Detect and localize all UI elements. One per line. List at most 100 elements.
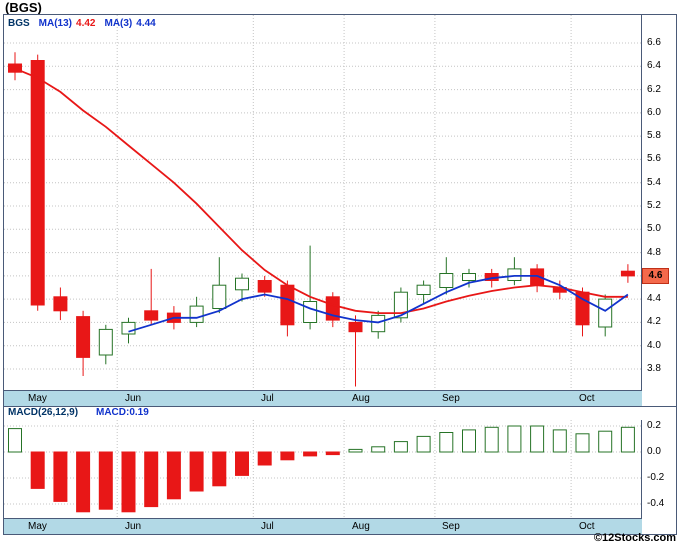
macd-tick: 0.2 xyxy=(647,420,661,431)
macd-bar xyxy=(235,451,249,476)
macd-bar xyxy=(30,451,45,489)
candle xyxy=(303,301,318,323)
macd-bar xyxy=(530,425,545,453)
price-tick: 4.0 xyxy=(647,340,661,351)
macd-bar xyxy=(393,441,408,453)
ma3-line xyxy=(128,275,629,333)
price-tick: 3.8 xyxy=(647,363,661,374)
macd-bar xyxy=(439,432,454,453)
candle xyxy=(439,273,454,288)
macd-tick: -0.2 xyxy=(647,472,665,483)
macd-bar xyxy=(280,451,295,461)
macd-bar xyxy=(416,435,431,453)
macd-tick: -0.4 xyxy=(647,498,665,509)
macd-bar xyxy=(620,426,635,453)
month-label: Jun xyxy=(125,521,142,532)
macd-bar xyxy=(76,451,91,513)
price-tick: 5.2 xyxy=(647,200,661,211)
month-label: Jun xyxy=(125,393,142,404)
month-label: Aug xyxy=(352,521,370,532)
month-label: Sep xyxy=(442,521,460,532)
candle xyxy=(280,284,295,326)
candle xyxy=(189,305,204,323)
macd-month-band: May Jun Jul Aug Sep Oct xyxy=(4,518,642,534)
candle xyxy=(30,60,45,306)
candle xyxy=(598,298,613,328)
ma13-line xyxy=(14,67,628,314)
candle xyxy=(507,268,522,281)
macd-bar xyxy=(575,433,590,453)
price-tick: 5.0 xyxy=(647,223,661,234)
month-label: Oct xyxy=(579,393,595,404)
macd-header: MACD(26,12,9) MACD:0.19 xyxy=(4,407,676,420)
macd-bar xyxy=(462,429,476,453)
month-label: Oct xyxy=(579,521,595,532)
macd-bar xyxy=(98,451,113,510)
current-price-badge: 4.6 xyxy=(642,268,669,284)
price-tick: 4.8 xyxy=(647,247,661,258)
month-label: Aug xyxy=(352,393,370,404)
candle xyxy=(8,63,22,73)
copyright-link[interactable]: ©12Stocks.com xyxy=(593,532,676,544)
macd-y-axis: 0.2 0.0 -0.2 -0.4 xyxy=(643,420,678,518)
macd-bar xyxy=(303,451,318,457)
candle xyxy=(98,328,113,356)
symbol-label: BGS xyxy=(8,18,30,29)
ma13-label: MA(13) xyxy=(38,18,73,29)
price-tick: 5.8 xyxy=(647,130,661,141)
macd-tick: 0.0 xyxy=(647,446,661,457)
macd-bar xyxy=(598,430,613,453)
macd-chart-panel: MACD(26,12,9) MACD:0.19 0.2 0.0 -0.2 -0.4 M… xyxy=(3,406,677,535)
candle xyxy=(144,310,159,321)
candle xyxy=(348,321,363,333)
candle xyxy=(257,280,272,293)
page-title: (BGS) xyxy=(5,0,42,15)
macd-bar xyxy=(325,451,340,456)
macd-bar xyxy=(257,451,272,466)
macd-bar xyxy=(53,451,68,502)
candle xyxy=(53,296,68,312)
price-plot xyxy=(4,15,642,390)
price-tick: 6.6 xyxy=(647,37,661,48)
month-label: Sep xyxy=(442,393,460,404)
price-chart-panel: BGS MA(13) 4.42 MA(3) 4.44 6.6 6.4 6.2 6.0 5.8 5.… xyxy=(3,14,677,407)
candle xyxy=(416,284,431,296)
candle xyxy=(212,284,227,310)
macd-bar xyxy=(166,451,181,500)
ma13-value: 4.42 xyxy=(76,18,96,29)
macd-bar xyxy=(552,429,567,453)
macd-value: MACD:0.19 xyxy=(96,407,149,418)
month-label: Jul xyxy=(261,393,274,404)
macd-label: MACD(26,12,9) xyxy=(8,407,79,418)
price-tick: 4.4 xyxy=(647,293,661,304)
candle xyxy=(235,277,249,291)
macd-bar xyxy=(121,451,136,513)
price-tick: 5.6 xyxy=(647,153,661,164)
price-y-axis: 6.6 6.4 6.2 6.0 5.8 5.6 5.4 5.2 5.0 4.8 4.6 4.4 4.2 4… xyxy=(643,15,678,390)
macd-bar xyxy=(484,426,499,453)
month-label: Jul xyxy=(261,521,274,532)
price-tick: 4.2 xyxy=(647,316,661,327)
ma3-value: 4.44 xyxy=(136,18,156,29)
candle xyxy=(620,270,635,277)
macd-bar xyxy=(212,451,227,487)
price-legend: BGS MA(13) 4.42 MA(3) 4.44 xyxy=(8,18,165,29)
macd-plot xyxy=(4,420,642,518)
candle xyxy=(393,291,408,319)
price-month-band: May Jun Jul Aug Sep Oct xyxy=(4,390,642,406)
price-tick: 6.0 xyxy=(647,107,661,118)
month-label: May xyxy=(28,393,47,404)
candle xyxy=(462,273,476,281)
macd-bar xyxy=(371,446,386,453)
macd-bar xyxy=(144,451,159,508)
price-tick: 6.4 xyxy=(647,60,661,71)
macd-bar xyxy=(348,448,363,453)
candle xyxy=(371,314,386,333)
price-tick: 6.2 xyxy=(647,84,661,95)
candle xyxy=(76,316,91,358)
price-tick: 5.4 xyxy=(647,177,661,188)
macd-bar xyxy=(189,451,204,492)
macd-bar xyxy=(8,428,22,453)
macd-bar xyxy=(507,425,522,453)
